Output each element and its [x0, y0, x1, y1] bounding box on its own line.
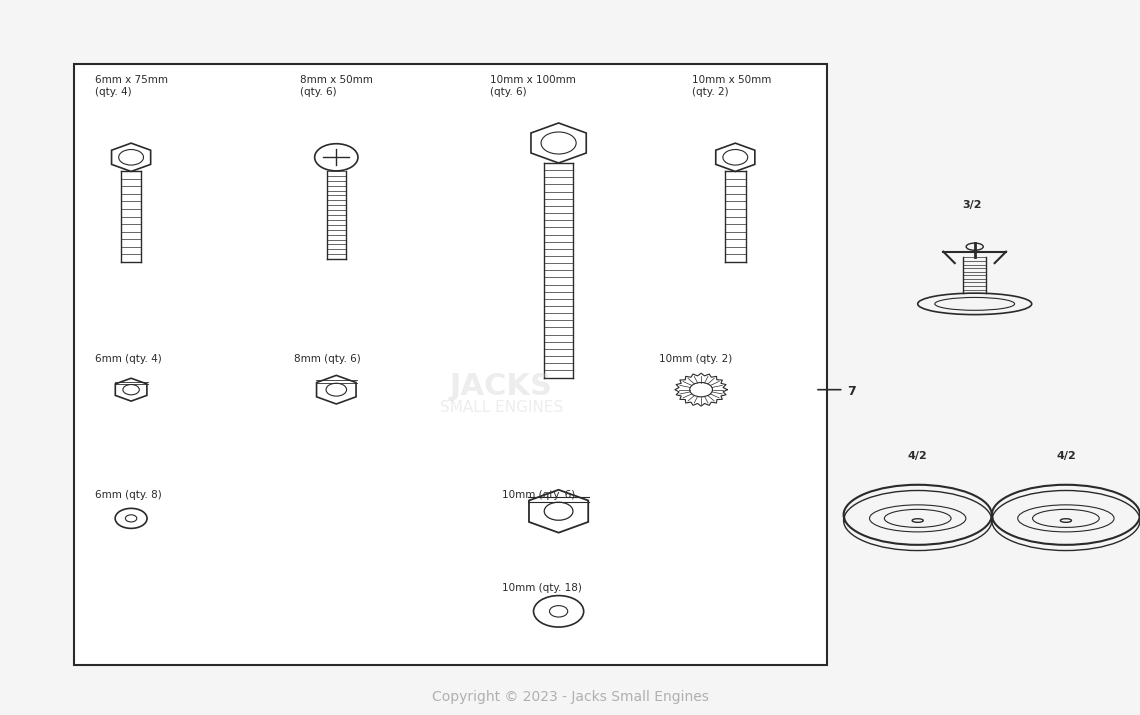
Text: 8mm x 50mm
(qty. 6): 8mm x 50mm (qty. 6): [300, 75, 373, 97]
Text: 10mm x 50mm
(qty. 2): 10mm x 50mm (qty. 2): [692, 75, 772, 97]
Text: 7: 7: [847, 385, 856, 398]
FancyBboxPatch shape: [74, 64, 826, 665]
Text: 6mm (qty. 4): 6mm (qty. 4): [95, 354, 162, 364]
Text: 3/2: 3/2: [962, 200, 983, 210]
Text: Copyright © 2023 - Jacks Small Engines: Copyright © 2023 - Jacks Small Engines: [432, 690, 708, 704]
Text: 6mm x 75mm
(qty. 4): 6mm x 75mm (qty. 4): [95, 75, 168, 97]
Text: 4/2: 4/2: [907, 451, 928, 461]
Text: 6mm (qty. 8): 6mm (qty. 8): [95, 490, 162, 500]
Text: 10mm (qty. 18): 10mm (qty. 18): [502, 583, 581, 593]
Text: 10mm x 100mm
(qty. 6): 10mm x 100mm (qty. 6): [490, 75, 576, 97]
Text: 4/2: 4/2: [1056, 451, 1076, 461]
Text: JACKS: JACKS: [450, 372, 553, 400]
Text: SMALL ENGINES: SMALL ENGINES: [440, 400, 563, 415]
Text: 10mm (qty. 2): 10mm (qty. 2): [659, 354, 732, 364]
Text: 8mm (qty. 6): 8mm (qty. 6): [294, 354, 361, 364]
Text: 10mm (qty. 6): 10mm (qty. 6): [502, 490, 575, 500]
